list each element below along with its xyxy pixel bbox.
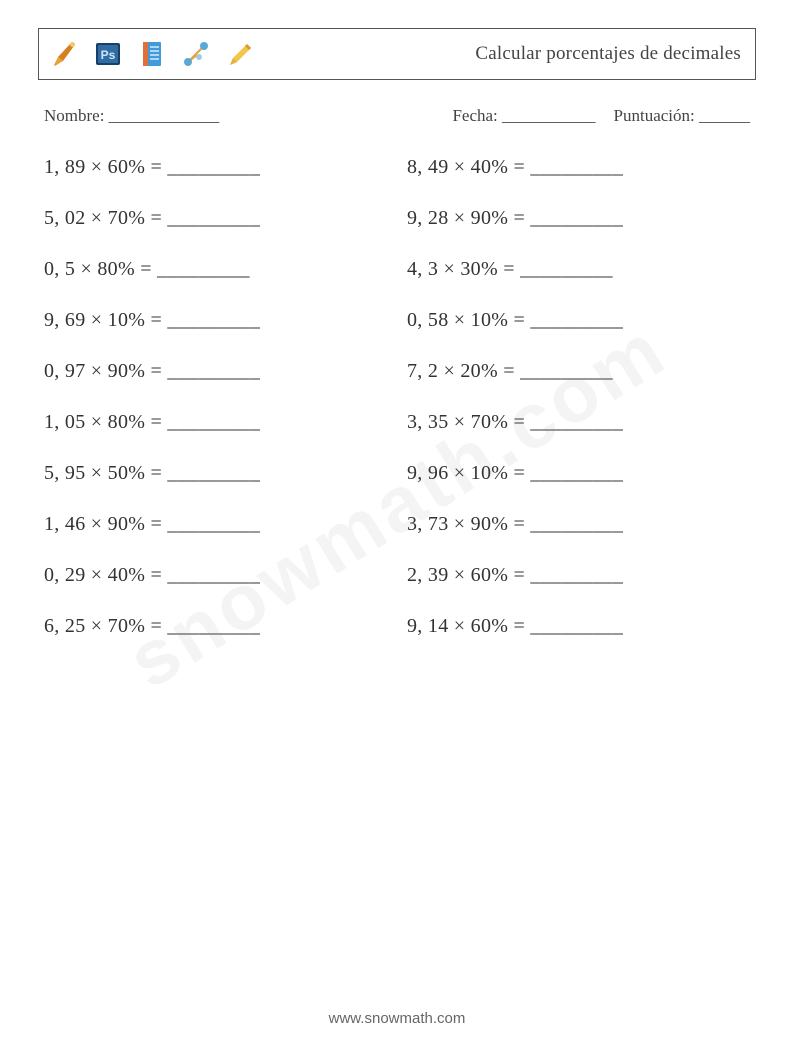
problem-cell: 8, 49 × 40% = _________ [407, 156, 750, 179]
problem-cell: 0, 97 × 90% = _________ [44, 360, 387, 383]
problem-cell: 5, 95 × 50% = _________ [44, 462, 387, 485]
problems-grid: 1, 89 × 60% = _________ 8, 49 × 40% = ___… [38, 156, 756, 638]
problem-cell: 1, 89 × 60% = _________ [44, 156, 387, 179]
problem-cell: 6, 25 × 70% = _________ [44, 615, 387, 638]
notebook-icon [135, 37, 169, 71]
problem-cell: 0, 29 × 40% = _________ [44, 564, 387, 587]
problem-cell: 9, 96 × 10% = _________ [407, 462, 750, 485]
problem-cell: 3, 35 × 70% = _________ [407, 411, 750, 434]
worksheet-title: Calcular porcentajes de decimales [475, 43, 741, 65]
name-field: Nombre: _____________ [44, 106, 219, 126]
svg-text:Ps: Ps [101, 48, 116, 62]
pencil-icon [223, 37, 257, 71]
problem-cell: 9, 28 × 90% = _________ [407, 207, 750, 230]
problem-cell: 5, 02 × 70% = _________ [44, 207, 387, 230]
problem-cell: 9, 69 × 10% = _________ [44, 309, 387, 332]
info-row: Nombre: _____________ Fecha: ___________… [44, 106, 750, 126]
header-box: Ps [38, 28, 756, 80]
problem-cell: 2, 39 × 60% = _________ [407, 564, 750, 587]
score-field: Puntuación: ______ [614, 106, 750, 126]
problem-cell: 3, 73 × 90% = _________ [407, 513, 750, 536]
network-icon [179, 37, 213, 71]
date-field: Fecha: ___________ [452, 106, 595, 126]
footer-url: www.snowmath.com [0, 1010, 794, 1027]
ps-icon: Ps [91, 37, 125, 71]
problem-cell: 9, 14 × 60% = _________ [407, 615, 750, 638]
header-icons: Ps [47, 37, 257, 71]
problem-cell: 1, 46 × 90% = _________ [44, 513, 387, 536]
problem-cell: 0, 5 × 80% = _________ [44, 258, 387, 281]
brush-icon [47, 37, 81, 71]
problem-cell: 4, 3 × 30% = _________ [407, 258, 750, 281]
problem-cell: 1, 05 × 80% = _________ [44, 411, 387, 434]
problem-cell: 7, 2 × 20% = _________ [407, 360, 750, 383]
problem-cell: 0, 58 × 10% = _________ [407, 309, 750, 332]
